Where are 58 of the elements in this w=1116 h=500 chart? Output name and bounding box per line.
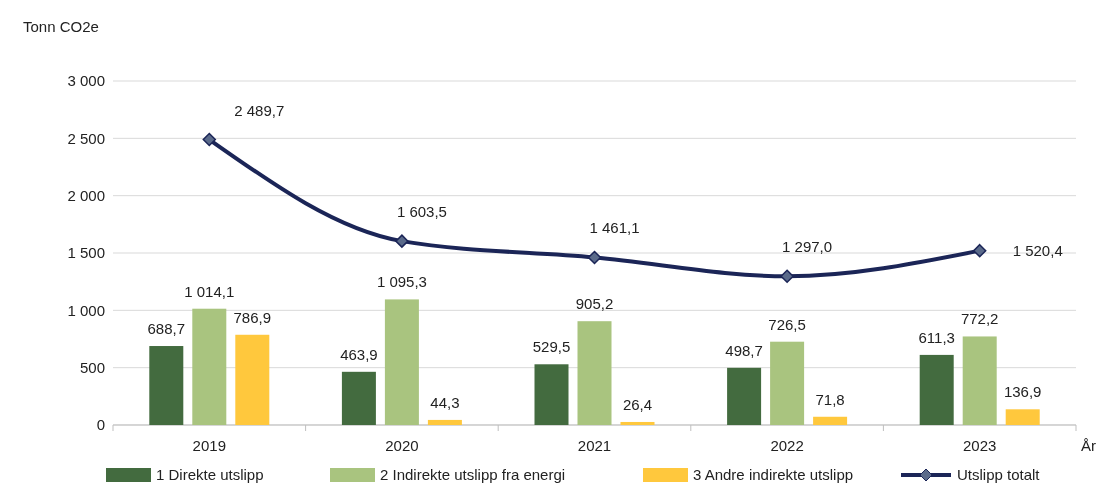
y-tick-label: 3 000 — [67, 72, 105, 90]
y-tick-label: 2 000 — [67, 186, 105, 204]
data-label: 611,3 — [918, 328, 955, 346]
data-label: 136,9 — [1003, 383, 1042, 401]
bar — [427, 419, 462, 425]
data-label: 688,7 — [147, 320, 186, 338]
bar — [919, 354, 954, 425]
y-tick-label: 500 — [79, 358, 105, 376]
x-tick-label: 2021 — [577, 437, 612, 454]
data-label: 529,5 — [532, 338, 571, 356]
bar — [1005, 409, 1040, 425]
bar — [577, 321, 612, 425]
legend-label: Utslipp totalt — [957, 466, 1041, 483]
bar — [962, 336, 997, 425]
data-label: 1 603,5 — [396, 203, 447, 221]
bar — [192, 308, 227, 425]
legend-label: 2 Indirekte utslipp fra energi — [380, 466, 566, 483]
data-label: 1 520,4 — [1012, 241, 1063, 259]
legend-label: 1 Direkte utslipp — [156, 466, 264, 483]
point — [780, 269, 794, 284]
data-label: 786,9 — [233, 308, 272, 326]
x-tick-label: 2023 — [963, 437, 997, 454]
point — [395, 234, 409, 248]
bar — [813, 416, 848, 425]
bar — [149, 346, 184, 425]
bar — [384, 299, 419, 425]
y-tick-label: 0 — [96, 416, 105, 434]
y-tick-label: 1 000 — [67, 301, 105, 319]
data-label: 772,2 — [960, 310, 999, 328]
data-label: 1 014,1 — [184, 282, 235, 300]
data-label: 1 461,1 — [589, 219, 640, 237]
data-label: 726,5 — [768, 315, 806, 333]
bar — [620, 421, 655, 425]
data-label: 905,2 — [575, 295, 614, 313]
bar — [770, 341, 805, 425]
x-tick-label: 2022 — [770, 437, 804, 454]
bar — [727, 367, 762, 425]
y-tick-label: 1 500 — [67, 244, 105, 262]
point — [587, 250, 602, 265]
bar — [534, 364, 569, 425]
bar — [341, 371, 376, 425]
x-tick-label: 2019 — [192, 437, 226, 454]
data-label: 2 489,7 — [234, 101, 285, 119]
data-label: 498,7 — [725, 341, 763, 359]
bar — [235, 334, 270, 425]
data-label: 1 297,0 — [782, 238, 833, 256]
data-label: 44,3 — [430, 393, 460, 411]
y-axis-title: Tonn CO2e — [23, 18, 99, 35]
point — [202, 132, 217, 147]
legend-label: 3 Andre indirekte utslipp — [693, 466, 854, 483]
data-label: 1 095,3 — [376, 273, 427, 291]
data-label: 26,4 — [622, 395, 653, 413]
data-label: 463,9 — [340, 345, 378, 363]
x-axis-title: År — [1081, 437, 1096, 454]
y-tick-label: 2 500 — [67, 129, 105, 147]
data-label: 71,8 — [815, 390, 845, 408]
point — [972, 243, 987, 258]
x-tick-label: 2020 — [385, 437, 419, 454]
